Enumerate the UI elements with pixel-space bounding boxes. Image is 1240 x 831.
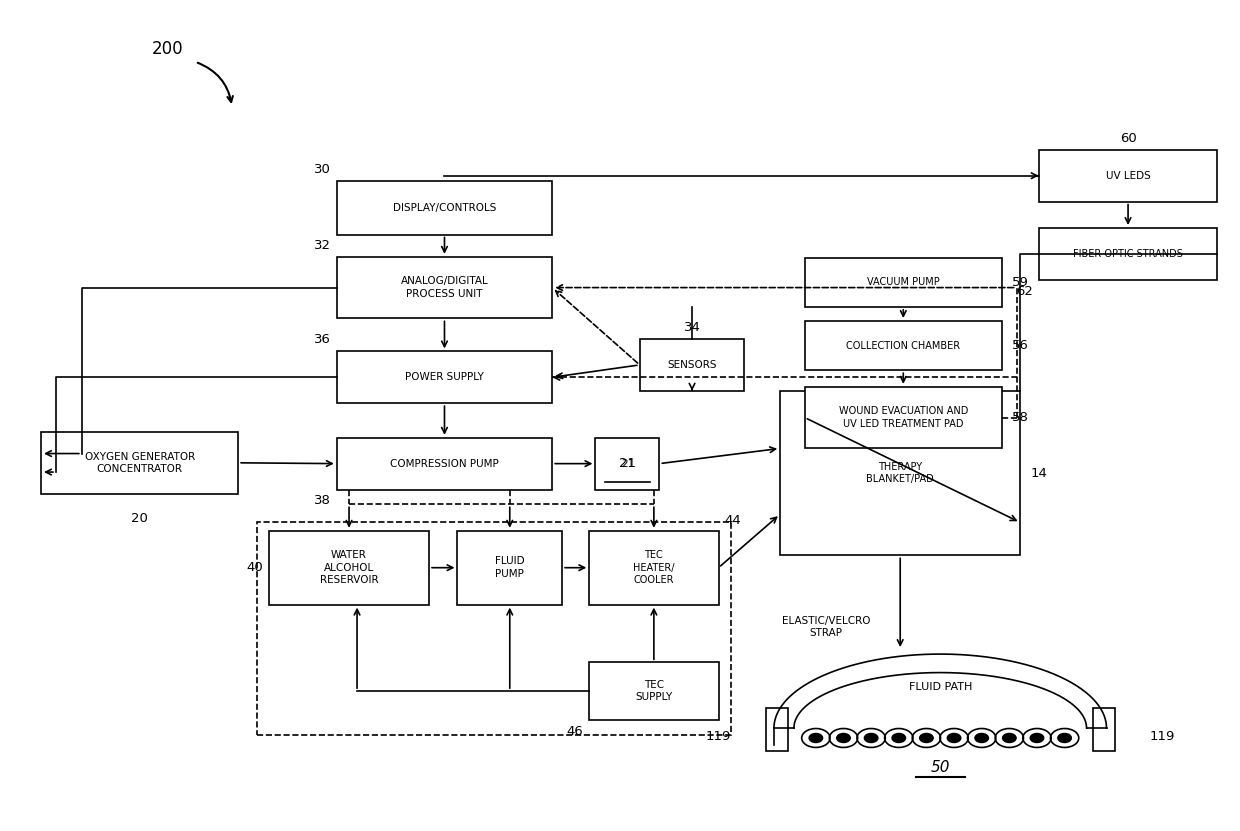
Text: FIBER OPTIC STRANDS: FIBER OPTIC STRANDS (1073, 248, 1183, 258)
Circle shape (808, 734, 822, 743)
Bar (805, 321, 1002, 371)
Text: 21: 21 (621, 459, 634, 469)
Bar (595, 438, 660, 489)
Text: VACUUM PUMP: VACUUM PUMP (867, 278, 940, 288)
Text: COLLECTION CHAMBER: COLLECTION CHAMBER (846, 341, 960, 351)
Bar (805, 386, 1002, 449)
Text: 40: 40 (246, 561, 263, 574)
Bar (780, 391, 1021, 555)
Circle shape (837, 734, 851, 743)
Bar (41, 432, 238, 494)
Text: 119: 119 (1149, 730, 1174, 743)
Text: 14: 14 (1030, 466, 1047, 479)
Text: 200: 200 (153, 40, 184, 57)
Bar (640, 339, 744, 391)
Bar (337, 257, 552, 318)
Circle shape (920, 734, 934, 743)
Bar (337, 181, 552, 234)
Text: 32: 32 (314, 238, 331, 252)
Text: 21: 21 (619, 457, 636, 470)
Text: 119: 119 (706, 730, 732, 743)
Bar (337, 352, 552, 403)
Text: ELASTIC/VELCRO
STRAP: ELASTIC/VELCRO STRAP (782, 616, 870, 637)
Circle shape (947, 734, 961, 743)
Text: COMPRESSION PUMP: COMPRESSION PUMP (391, 459, 498, 469)
Circle shape (975, 734, 988, 743)
Text: FLUID PATH: FLUID PATH (909, 682, 972, 692)
Text: 50: 50 (930, 760, 950, 775)
Text: OXYGEN GENERATOR
CONCENTRATOR: OXYGEN GENERATOR CONCENTRATOR (84, 451, 195, 474)
Bar (766, 708, 787, 751)
Text: THERAPY
BLANKET/PAD: THERAPY BLANKET/PAD (867, 462, 934, 484)
Bar (458, 531, 562, 605)
Text: 44: 44 (724, 514, 742, 528)
Text: TEC
HEATER/
COOLER: TEC HEATER/ COOLER (634, 550, 675, 585)
Text: 60: 60 (1120, 132, 1136, 145)
Text: UV LEDS: UV LEDS (1106, 170, 1151, 180)
Text: 34: 34 (683, 321, 701, 334)
Circle shape (1003, 734, 1016, 743)
Bar (257, 523, 730, 735)
Text: 30: 30 (314, 163, 331, 176)
Bar (589, 662, 718, 720)
Circle shape (1030, 734, 1044, 743)
Text: 38: 38 (314, 494, 331, 508)
Text: WATER
ALCOHOL
RESERVOIR: WATER ALCOHOL RESERVOIR (320, 550, 378, 585)
Text: 59: 59 (1012, 276, 1028, 288)
Circle shape (892, 734, 905, 743)
Text: ANALOG/DIGITAL
PROCESS UNIT: ANALOG/DIGITAL PROCESS UNIT (401, 277, 489, 299)
Bar (1092, 708, 1115, 751)
Text: 36: 36 (314, 333, 331, 347)
Text: DISPLAY/CONTROLS: DISPLAY/CONTROLS (393, 203, 496, 213)
Text: 20: 20 (131, 512, 148, 524)
Text: 58: 58 (1012, 411, 1028, 424)
Text: FLUID
PUMP: FLUID PUMP (495, 557, 525, 579)
Bar (1039, 150, 1218, 202)
Bar (1039, 228, 1218, 280)
Circle shape (864, 734, 878, 743)
Text: TEC
SUPPLY: TEC SUPPLY (635, 680, 672, 702)
Text: 56: 56 (1012, 339, 1028, 352)
Text: 46: 46 (567, 725, 583, 738)
Text: POWER SUPPLY: POWER SUPPLY (405, 372, 484, 382)
Bar (589, 531, 718, 605)
Text: WOUND EVACUATION AND
UV LED TREATMENT PAD: WOUND EVACUATION AND UV LED TREATMENT PA… (838, 406, 968, 429)
Circle shape (1058, 734, 1071, 743)
Bar (337, 438, 552, 489)
Text: SENSORS: SENSORS (667, 360, 717, 370)
Bar (269, 531, 429, 605)
Bar (805, 258, 1002, 307)
Text: 62: 62 (1016, 285, 1033, 297)
